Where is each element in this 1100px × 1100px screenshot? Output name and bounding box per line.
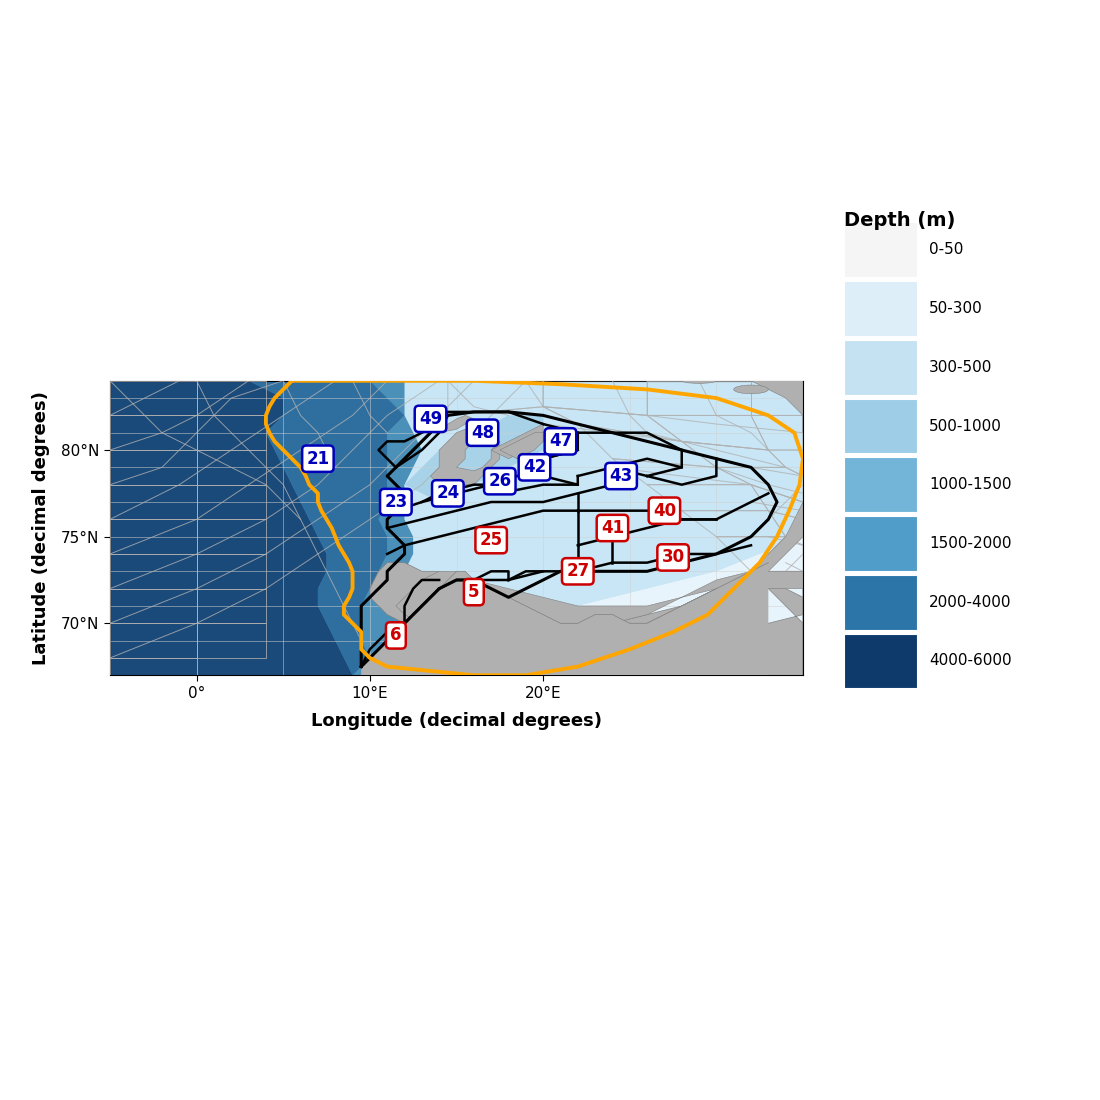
Polygon shape <box>751 502 803 571</box>
FancyBboxPatch shape <box>845 634 917 689</box>
Text: 50-300: 50-300 <box>930 301 982 316</box>
Text: 43: 43 <box>609 468 632 485</box>
Polygon shape <box>499 432 543 459</box>
Text: 25: 25 <box>480 531 503 549</box>
Polygon shape <box>110 381 352 675</box>
Text: 21: 21 <box>306 450 330 468</box>
FancyBboxPatch shape <box>845 575 917 629</box>
Text: 1500-2000: 1500-2000 <box>930 536 1012 551</box>
Polygon shape <box>751 381 803 432</box>
Polygon shape <box>405 416 543 502</box>
Text: 48: 48 <box>471 424 494 442</box>
Text: Depth (m): Depth (m) <box>845 211 956 230</box>
Polygon shape <box>439 537 803 675</box>
FancyBboxPatch shape <box>845 222 917 277</box>
Text: 4000-6000: 4000-6000 <box>930 653 1012 669</box>
Y-axis label: Latitude (decimal degrees): Latitude (decimal degrees) <box>32 392 51 664</box>
Text: 24: 24 <box>437 484 460 503</box>
Text: 5: 5 <box>469 583 480 601</box>
Polygon shape <box>491 424 543 459</box>
Text: 47: 47 <box>549 432 572 450</box>
Polygon shape <box>405 381 543 658</box>
Polygon shape <box>352 381 448 675</box>
FancyBboxPatch shape <box>845 282 917 336</box>
Ellipse shape <box>734 385 768 394</box>
Text: 2000-4000: 2000-4000 <box>930 595 1012 609</box>
Text: 0-50: 0-50 <box>930 242 964 257</box>
FancyBboxPatch shape <box>845 516 917 571</box>
Text: 6: 6 <box>390 626 402 645</box>
X-axis label: Longitude (decimal degrees): Longitude (decimal degrees) <box>311 712 602 729</box>
Polygon shape <box>396 571 803 675</box>
Text: 42: 42 <box>522 459 546 476</box>
Polygon shape <box>249 381 405 675</box>
Polygon shape <box>430 429 499 485</box>
FancyBboxPatch shape <box>845 458 917 513</box>
Text: 30: 30 <box>661 549 684 566</box>
Polygon shape <box>370 563 803 675</box>
Text: 500-1000: 500-1000 <box>930 418 1002 433</box>
Text: 1000-1500: 1000-1500 <box>930 477 1012 493</box>
Text: 41: 41 <box>601 519 624 537</box>
Polygon shape <box>387 381 803 675</box>
Text: 49: 49 <box>419 410 442 428</box>
Ellipse shape <box>682 378 716 383</box>
Text: 40: 40 <box>652 502 676 519</box>
FancyBboxPatch shape <box>845 340 917 395</box>
Text: 26: 26 <box>488 472 512 491</box>
Polygon shape <box>422 416 474 450</box>
FancyBboxPatch shape <box>845 398 917 453</box>
Text: 300-500: 300-500 <box>930 360 992 375</box>
Text: 27: 27 <box>566 562 590 581</box>
Text: 23: 23 <box>384 493 407 512</box>
